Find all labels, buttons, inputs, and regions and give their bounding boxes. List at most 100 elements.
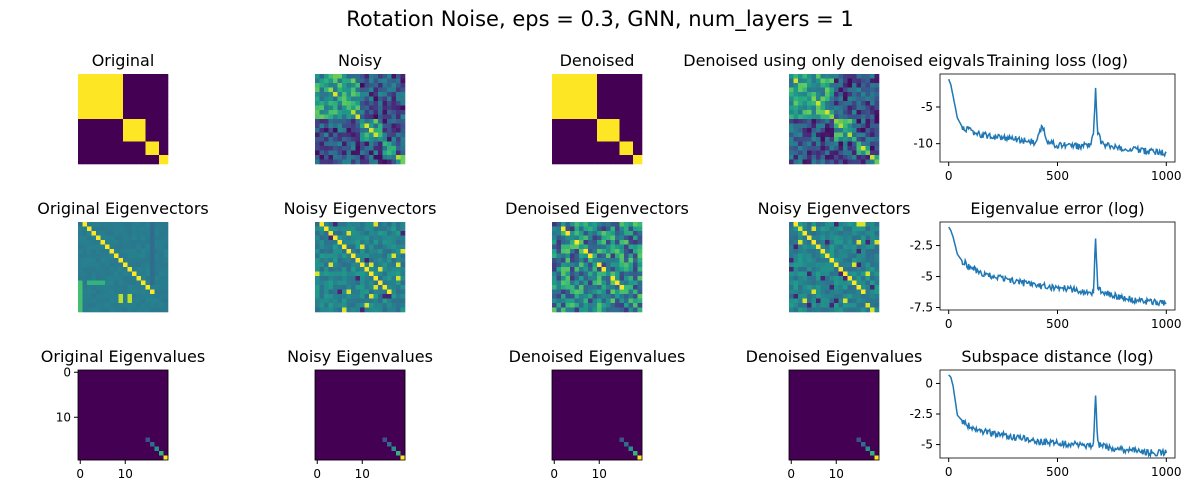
heatmap-cell: [369, 424, 374, 429]
heatmap-cell: [793, 258, 799, 263]
heatmap-cell: [838, 267, 844, 272]
heatmap-cell: [820, 370, 826, 375]
heatmap-cell: [825, 294, 830, 299]
heatmap-cell: [601, 370, 607, 375]
heatmap-cell: [382, 303, 388, 308]
heatmap-cell: [328, 401, 334, 407]
x-tick-label: 0: [945, 169, 953, 183]
heatmap-cell: [87, 114, 92, 120]
heatmap-cell: [615, 78, 620, 84]
heatmap-cell: [838, 240, 844, 245]
heatmap-cell: [91, 249, 97, 254]
heatmap-cell: [396, 249, 401, 254]
heatmap-cell: [96, 231, 101, 236]
heatmap-cell: [825, 419, 830, 425]
subplot-title: Original Eigenvalues: [41, 347, 205, 366]
heatmap-cell: [391, 222, 397, 227]
heatmap-cell: [834, 406, 839, 411]
heatmap-cell: [355, 455, 361, 461]
heatmap-cell: [843, 249, 848, 254]
heatmap-cell: [615, 146, 620, 151]
heatmap-cell: [355, 397, 361, 402]
heatmap-cell: [364, 128, 370, 133]
heatmap-cell: [798, 307, 803, 313]
heatmap-cell: [583, 370, 589, 375]
heatmap-cell: [141, 110, 146, 115]
heatmap-cell: [816, 379, 821, 384]
heatmap-cell: [856, 226, 862, 232]
heatmap-cell: [351, 123, 356, 129]
heatmap-cell: [624, 374, 629, 380]
heatmap-cell: [114, 222, 119, 227]
heatmap-cell: [87, 240, 92, 245]
heatmap-cell: [382, 424, 388, 429]
heatmap-cell: [583, 226, 589, 232]
heatmap-cell: [843, 226, 848, 232]
heatmap-cell: [396, 105, 401, 111]
heatmap-cell: [834, 101, 839, 106]
heatmap-cell: [87, 388, 92, 393]
heatmap-cell: [109, 119, 115, 124]
heatmap-cell: [583, 123, 589, 129]
heatmap-cell: [597, 226, 602, 232]
heatmap-cell: [565, 379, 571, 384]
heatmap-cell: [315, 406, 320, 411]
heatmap-cell: [847, 226, 853, 232]
heatmap-cell: [360, 222, 365, 227]
heatmap-cell: [333, 159, 338, 165]
heatmap-cell: [123, 92, 128, 97]
heatmap-cell: [154, 433, 160, 438]
heatmap-cell: [91, 146, 97, 151]
heatmap-cell: [315, 397, 320, 402]
heatmap-cell: [96, 101, 101, 106]
heatmap-cell: [378, 150, 383, 156]
heatmap-cell: [579, 383, 584, 389]
heatmap-cell: [378, 253, 383, 259]
heatmap-cell: [141, 280, 146, 286]
heatmap-cell: [579, 123, 584, 129]
heatmap-cell: [145, 388, 151, 393]
heatmap-cell: [633, 226, 638, 232]
heatmap-cell: [619, 374, 625, 380]
heatmap-cell: [123, 226, 128, 232]
heatmap-cell: [579, 276, 584, 281]
subplot-1: Original: [78, 51, 169, 165]
heatmap-cell: [565, 410, 571, 416]
heatmap-cell: [337, 276, 343, 281]
heatmap-cell: [556, 433, 562, 438]
heatmap-cell: [324, 424, 329, 429]
heatmap-cell: [579, 96, 584, 102]
heatmap-cell: [159, 294, 164, 299]
heatmap-cell: [856, 240, 862, 245]
heatmap-cell: [633, 83, 638, 88]
heatmap-cell: [118, 289, 124, 295]
heatmap-cell: [874, 141, 880, 147]
heatmap-cell: [324, 74, 329, 79]
heatmap-cell: [825, 437, 830, 443]
heatmap-cell: [136, 132, 142, 138]
heatmap-cell: [793, 442, 799, 447]
heatmap-cell: [150, 446, 155, 452]
heatmap-cell: [391, 379, 397, 384]
heatmap-cell: [333, 87, 338, 93]
heatmap-cell: [606, 271, 611, 277]
heatmap-cell: [328, 442, 334, 447]
heatmap-cell: [852, 87, 857, 93]
heatmap-cell: [78, 155, 83, 160]
heatmap-cell: [319, 392, 325, 398]
heatmap-cell: [360, 388, 365, 393]
heatmap-cell: [127, 92, 133, 97]
heatmap-cell: [387, 392, 392, 398]
heatmap-cell: [798, 374, 803, 380]
heatmap-cell: [592, 415, 598, 420]
heatmap-cell: [360, 78, 365, 84]
heatmap-cell: [159, 101, 164, 106]
heatmap-cell: [154, 119, 160, 124]
heatmap-cell: [865, 249, 871, 254]
heatmap-cell: [865, 374, 871, 380]
heatmap-cell: [624, 92, 629, 97]
heatmap-cell: [123, 87, 128, 93]
heatmap-cell: [852, 240, 857, 245]
heatmap-cell: [588, 451, 593, 456]
heatmap-cell: [574, 119, 580, 124]
